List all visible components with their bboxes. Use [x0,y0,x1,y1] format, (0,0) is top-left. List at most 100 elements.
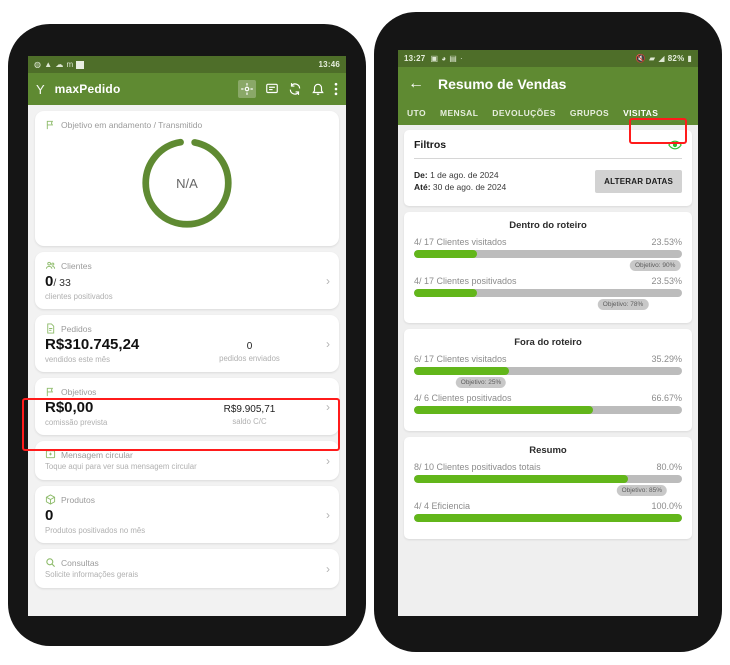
metric-percent: 80.0% [656,461,682,472]
objective-row: Objetivo: 78% [414,298,682,313]
bell-icon[interactable] [311,82,325,96]
battery-icon: ▮ [687,53,692,63]
clientes-sub: clientes positivados [45,292,113,301]
metric-row: 4/ 6 Clientes positivados 66.67% [414,393,682,421]
phone-screen-right: 13:27 ▣ ◕ ▤ · 🔇 ▰ ◢ 82% ▮ ← Resum [398,50,698,616]
objetivos-card[interactable]: › Objetivos R$0,00 comissão prevista [35,378,339,435]
progress-fill [414,474,629,483]
metric-row: 4/ 17 Clientes positivados 23.53% Objeti… [414,276,682,313]
date-from-row: De: 1 de ago. de 2024 [414,169,506,181]
status-bar-right: 13:27 ▣ ◕ ▤ · 🔇 ▰ ◢ 82% ▮ [398,50,698,67]
progress-bar [414,474,682,483]
pedidos-card-header: Pedidos [45,323,329,334]
section-resumo: Resumo 8/ 10 Clientes positivados totais… [404,436,692,539]
message-icon [45,449,56,460]
document-icon [45,323,56,334]
chevron-right-icon: › [326,561,330,576]
tab-devolucoes[interactable]: DEVOLUÇÕES [492,108,556,118]
overflow-menu-icon[interactable] [334,82,338,96]
pedidos-amount: R$310.745,24 [45,336,140,353]
chat-icon[interactable] [265,82,279,96]
produtos-count: 0 [45,507,54,524]
tab-uto[interactable]: UTO [407,108,426,118]
sync-icon[interactable] [288,82,302,96]
app-bar-actions [238,80,338,98]
metric-header: 8/ 10 Clientes positivados totais 80.0% [414,462,682,472]
clientes-values: 0/ 33 clientes positivados [45,273,329,301]
objective-badge: Objetivo: 85% [616,484,668,496]
metric-percent: 23.53% [651,275,682,286]
square-icon [76,60,85,69]
filtros-card: Filtros De: 1 de ago. de 202 [404,130,692,206]
objective-gauge-card[interactable]: Objetivo em andamento / Transmitido N/A [35,111,339,246]
objective-badge: Objetivo: 78% [597,298,649,310]
objective-badge: Objetivo: 25% [455,376,507,388]
objetivos-card-header: Objetivos [45,386,329,397]
progress-bar [414,513,682,522]
clientes-card-label: Clientes [61,260,92,271]
eye-icon[interactable] [668,138,682,152]
back-icon[interactable]: ← [408,75,424,92]
pedidos-sub: vendidos este mês [45,355,111,364]
metric-label: 4/ 17 Clientes visitados [414,236,507,247]
pedidos-values: R$310.745,24 vendidos este mês 0 pedidos… [45,336,329,364]
clientes-card[interactable]: › Clientes 0/ 33 cliente [35,252,339,309]
mensagem-circular-card[interactable]: › Mensagem circular Toque aqui para ver … [35,441,339,480]
phone-frame-left: ◍ ▲ ☁ m 13:46 Y maxPedido [8,24,366,646]
image-icon: ▣ [430,53,439,63]
objetivos-values: R$0,00 comissão prevista R$9.905,71 sald… [45,399,329,427]
pedidos-card[interactable]: › Pedidos R$310.745,24 vendidos este mês [35,315,339,372]
clientes-card-header: Clientes [45,260,329,271]
visitas-content: Filtros De: 1 de ago. de 202 [398,125,698,616]
comissao-amount: R$0,00 [45,399,94,416]
date-to-label: Até: [414,182,431,193]
metric-header: 4/ 17 Clientes positivados 23.53% [414,276,682,286]
pedidos-secondary: 0 pedidos enviados [193,341,307,363]
clock-icon: ◍ [34,59,42,69]
cloud-icon: ☁ [55,59,64,69]
progress-bar [414,366,682,375]
objective-badge: Objetivo: 90% [629,259,681,271]
date-from-label: De: [414,170,428,180]
section-title: Fora do roteiro [514,336,582,348]
consultas-card-label: Consultas [61,557,99,568]
chat-icon: ◕ [441,53,447,63]
chevron-right-icon: › [326,336,330,351]
chevron-right-icon: › [326,399,330,414]
status-bar-time-left: 13:46 [318,60,340,69]
wifi-icon: ▰ [649,53,656,63]
consultas-sub: Solicite informações gerais [45,570,139,579]
clientes-total: / 33 [53,277,71,289]
progress-fill [414,249,478,258]
tab-visitas[interactable]: VISITAS [623,108,659,118]
section-title: Dentro do roteiro [509,219,587,231]
status-bar-right-left-icons: ▣ ◕ ▤ · [430,53,462,63]
metric-header: 4/ 4 Eficiencia 100.0% [414,501,682,511]
objetivos-primary: R$0,00 comissão prevista [45,399,193,427]
location-icon[interactable] [238,80,256,98]
consultas-card-header: Consultas [45,557,329,568]
app-logo-icon: Y [36,81,45,97]
tab-grupos[interactable]: GRUPOS [569,108,610,118]
gauge-ring [142,138,232,228]
alterar-datas-button[interactable]: ALTERAR DATAS [595,169,682,193]
produtos-card[interactable]: › Produtos 0 Produtos positivados no mês [35,486,339,543]
consultas-card[interactable]: › Consultas Solicite informações gerais [35,549,339,588]
date-to-row: Até: 30 de ago. de 2024 [414,181,506,193]
tab-mensal[interactable]: MENSAL [440,108,479,118]
metric-label: 4/ 6 Clientes positivados [414,392,512,403]
metric-label: 6/ 17 Clientes visitados [414,353,507,364]
download-icon: ▤ [449,53,458,63]
objetivos-card-label: Objetivos [61,386,97,397]
tab-bar: UTO MENSAL DEVOLUÇÕES GRUPOS VISITAS [398,101,698,125]
chevron-right-icon: › [326,273,330,288]
chevron-right-icon: › [326,453,330,468]
metric-row: 4/ 4 Eficiencia 100.0% [414,501,682,529]
gauge-card-header: Objetivo em andamento / Transmitido [45,119,329,130]
clientes-primary: 0/ 33 clientes positivados [45,273,193,301]
metric-label: 4/ 4 Eficiencia [414,500,471,511]
objective-row: Objetivo: 85% [414,484,682,499]
status-bar-left: ◍ ▲ ☁ m 13:46 [28,56,346,73]
flag-icon [45,119,56,130]
dates-row: De: 1 de ago. de 2024 Até: 30 de ago. de… [414,159,682,198]
